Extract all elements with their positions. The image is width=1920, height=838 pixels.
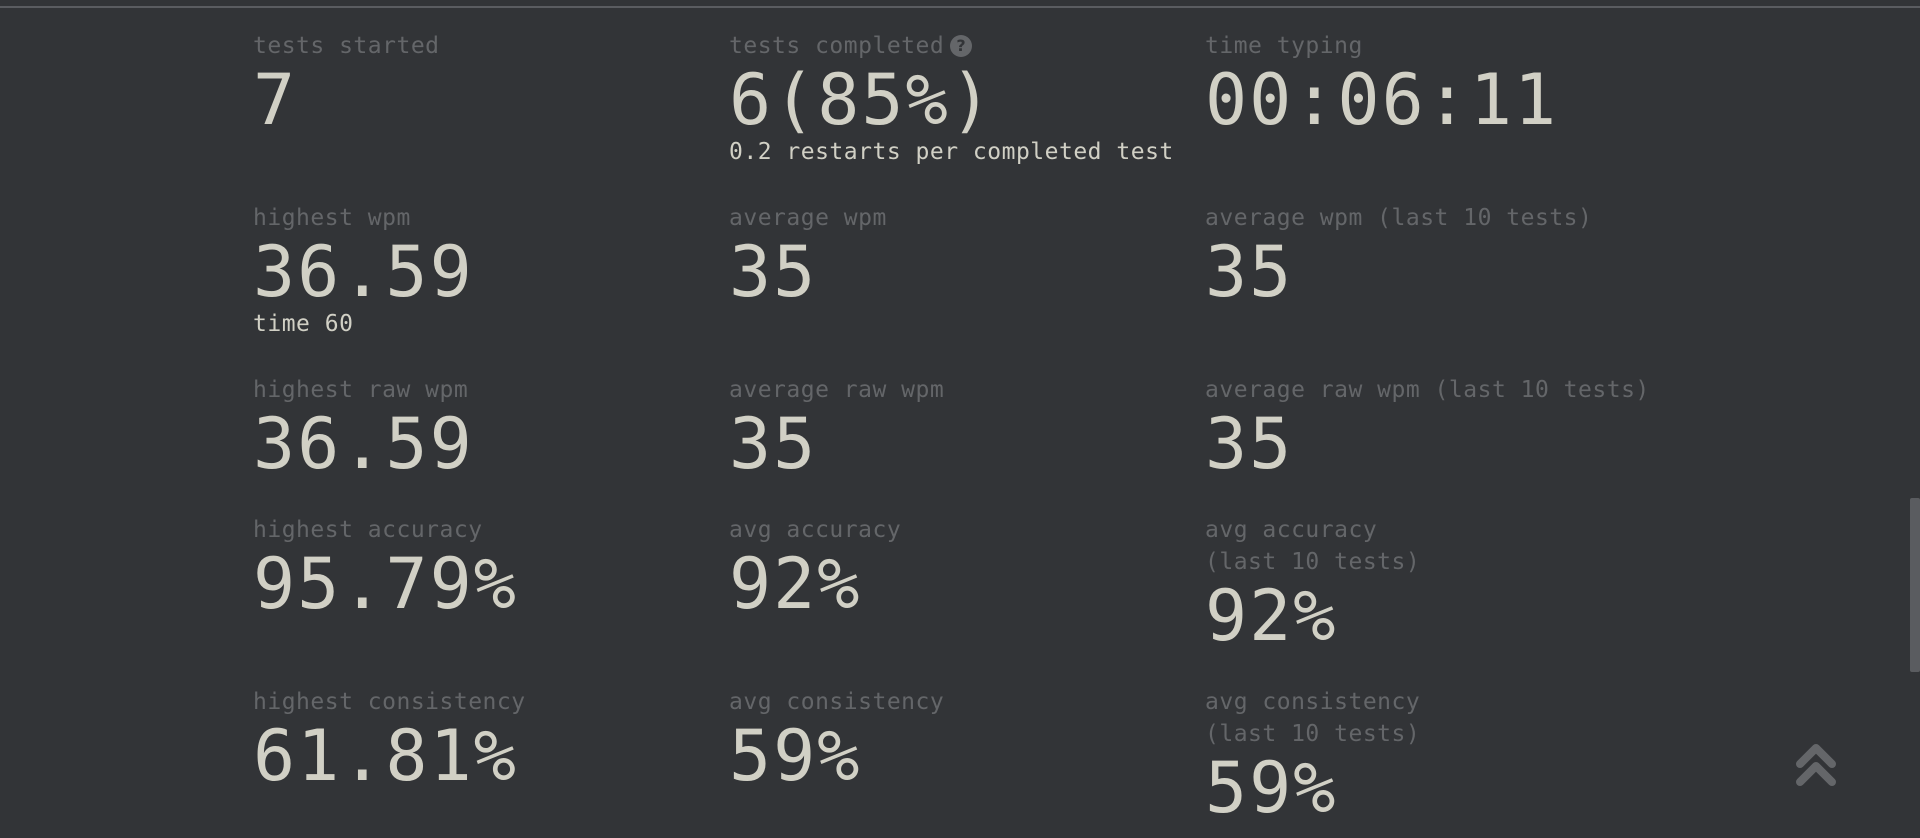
stat-value: 95.79% [253,543,518,625]
stat-average-wpm-last10: average wpm (last 10 tests) 35 [1205,202,1592,310]
stat-label: average wpm [729,205,887,231]
stat-value: 92% [1205,575,1338,657]
help-icon[interactable]: ? [950,35,973,57]
stat-value: 35 [1205,403,1294,485]
stat-highest-consistency: highest consistency 61.81% [253,686,526,794]
stat-label: average raw wpm [729,377,945,403]
stat-label: avg consistency [729,689,945,715]
stat-label: avg consistency (last 10 tests) [1205,689,1421,747]
stat-label: time typing [1205,33,1363,59]
stat-tests-started: tests started 7 [253,30,440,138]
stat-label: avg accuracy (last 10 tests) [1205,517,1421,575]
stat-tests-completed: tests completed? 6(85%) 0.2 restarts per… [729,30,1174,166]
stat-subtext: 0.2 restarts per completed test [729,139,1174,165]
stat-value: 36.59 [253,403,474,485]
stat-avg-consistency: avg consistency 59% [729,686,944,794]
scrollbar-thumb[interactable] [1910,498,1920,672]
stat-value: 35 [729,231,818,313]
stat-label: tests completed? [729,30,1174,62]
stat-average-raw-wpm-last10: average raw wpm (last 10 tests) 35 [1205,374,1650,482]
stat-label: avg accuracy [729,517,902,543]
stat-label: highest wpm [253,205,411,231]
stat-label: average wpm (last 10 tests) [1205,205,1593,231]
stat-value: 00:06:11 [1205,59,1559,141]
stat-label: highest raw wpm [253,377,469,403]
stat-label-text: tests completed [729,33,945,59]
stat-value: 36.59 [253,231,474,313]
stat-time-typing: time typing 00:06:11 [1205,30,1558,138]
stat-value: 59% [729,715,862,797]
stat-label: tests started [253,33,440,59]
stat-avg-accuracy-last10: avg accuracy (last 10 tests) 92% [1205,514,1420,654]
stat-label: highest accuracy [253,517,483,543]
stat-value: 35 [1205,231,1294,313]
stat-average-raw-wpm: average raw wpm 35 [729,374,944,482]
stat-average-wpm: average wpm 35 [729,202,887,310]
stat-value: 7 [253,59,298,141]
stat-value: 6(85%) [729,59,994,141]
stat-subtext: time 60 [253,311,354,337]
stat-value: 61.81% [253,715,518,797]
stat-value: 59% [1205,747,1338,829]
top-divider [0,6,1920,8]
double-chevron-up-icon [1796,744,1836,786]
stat-highest-accuracy: highest accuracy 95.79% [253,514,518,622]
stat-highest-raw-wpm: highest raw wpm 36.59 [253,374,474,482]
stat-avg-accuracy: avg accuracy 92% [729,514,901,622]
scroll-to-top-button[interactable] [1794,740,1838,790]
stat-label: highest consistency [253,689,526,715]
stat-value: 35 [729,403,818,485]
stat-label: average raw wpm (last 10 tests) [1205,377,1650,403]
stat-avg-consistency-last10: avg consistency (last 10 tests) 59% [1205,686,1420,826]
stat-highest-wpm: highest wpm 36.59 time 60 [253,202,474,338]
stat-value: 92% [729,543,862,625]
